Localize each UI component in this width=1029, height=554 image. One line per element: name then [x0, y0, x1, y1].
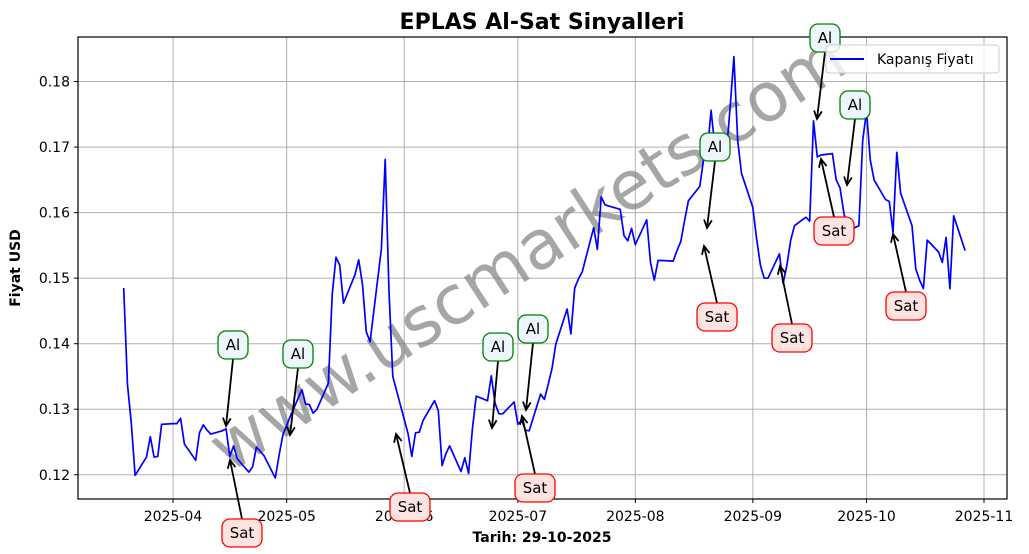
y-axis-label: Fiyat USD: [8, 229, 24, 307]
legend-box: [825, 44, 1000, 74]
buy-signal-annotation: Al: [517, 314, 549, 413]
buy-signal-annotation: Al: [699, 132, 731, 231]
arrow-line: [525, 342, 534, 411]
x-tick-label: 2025-04: [144, 509, 203, 525]
x-axis-label: Tarih: 29-10-2025: [473, 530, 612, 546]
sell-signal-annotation: Sat: [771, 263, 813, 353]
annotation-label: Sat: [822, 222, 847, 240]
annotation-box: [771, 323, 813, 353]
annotation-box: [389, 492, 431, 522]
closing-price-line: [122, 55, 966, 479]
annotation-label: Sat: [230, 524, 255, 542]
y-tick-label: 0.17: [39, 140, 70, 156]
y-tick-label: 0.12: [39, 468, 70, 484]
chart-title: EPLAS Al-Sat Sinyalleri: [400, 10, 685, 35]
arrowhead-icon: [522, 401, 532, 413]
arrow-line: [491, 360, 499, 429]
annotation-box: [699, 132, 731, 162]
legend: Kapanış Fiyatı: [825, 44, 1000, 74]
arrow-line: [289, 367, 299, 436]
y-axis-ticks: 0.12 0.13 0.14 0.15 0.16 0.17 0.18: [39, 75, 78, 484]
annotation-label: Sat: [780, 329, 805, 347]
y-tick-label: 0.15: [39, 271, 70, 287]
arrowhead-icon: [843, 176, 853, 188]
arrow-line: [816, 51, 826, 120]
y-tick-label: 0.18: [39, 75, 70, 91]
arrow-line: [892, 233, 907, 293]
arrow-line: [779, 265, 793, 325]
buy-signal-annotation: Al: [282, 339, 314, 438]
annotation-label: Sat: [705, 308, 730, 326]
annotation-label: Al: [526, 320, 540, 338]
y-tick-label: 0.13: [39, 402, 70, 418]
annotation-box: [517, 314, 549, 344]
buy-signal-annotation: Al: [482, 332, 514, 431]
annotation-label: Al: [708, 138, 722, 156]
sell-signal-annotation: Sat: [696, 243, 738, 332]
annotation-box: [696, 302, 738, 332]
x-tick-label: 2025-11: [955, 509, 1014, 525]
x-tick-label: 2025-07: [489, 509, 548, 525]
arrow-line: [229, 459, 243, 520]
annotation-label: Al: [491, 338, 505, 356]
buy-signal-annotation: Al: [839, 90, 871, 188]
arrow-line: [395, 433, 411, 494]
arrowhead-icon: [487, 419, 498, 431]
arrow-line: [846, 118, 856, 186]
arrowhead-icon: [286, 426, 296, 438]
arrowhead-icon: [890, 231, 900, 243]
x-tick-label: 2025-09: [724, 509, 783, 525]
sell-signal-annotation: Sat: [813, 156, 855, 246]
annotation-box: [282, 339, 314, 369]
annotation-box: [482, 332, 514, 362]
sell-signal-annotation: Sat: [885, 231, 927, 321]
arrowhead-icon: [703, 219, 713, 231]
arrowhead-icon: [818, 156, 828, 168]
arrowhead-icon: [393, 431, 403, 443]
annotation-label: Al: [848, 96, 862, 114]
signal-annotations: Al Sat Al Sat Al Al Sat Al Sat Sat Al Sat Al Sat: [217, 23, 927, 548]
arrowhead-icon: [813, 110, 823, 122]
sell-signal-annotation: Sat: [221, 457, 263, 548]
buy-signal-annotation: Al: [217, 330, 249, 429]
annotation-box: [221, 518, 263, 548]
annotation-label: Sat: [398, 498, 423, 516]
arrowhead-icon: [776, 263, 787, 275]
y-tick-label: 0.16: [39, 206, 70, 222]
annotation-box: [839, 90, 871, 120]
annotation-box: [813, 216, 855, 246]
buy-signal-annotation: Al: [809, 23, 841, 122]
legend-label: Kapanış Fiyatı: [877, 52, 974, 68]
annotation-label: Sat: [894, 297, 919, 315]
arrow-line: [703, 245, 718, 304]
arrow-line: [521, 415, 536, 475]
annotation-box: [217, 330, 249, 360]
x-tick-label: 2025-08: [606, 509, 665, 525]
arrowhead-icon: [222, 417, 232, 429]
annotation-box: [885, 291, 927, 321]
arrow-line: [820, 158, 835, 218]
y-tick-label: 0.14: [39, 337, 70, 353]
annotation-label: Sat: [523, 479, 548, 497]
annotation-label: Al: [818, 29, 832, 47]
arrowhead-icon: [519, 413, 529, 425]
x-tick-label: 2025-10: [837, 509, 896, 525]
arrowhead-icon: [701, 243, 711, 255]
sell-signal-annotation: Sat: [389, 431, 431, 522]
annotation-box: [514, 473, 556, 503]
arrow-line: [225, 358, 234, 427]
annotation-label: Al: [226, 336, 240, 354]
arrowhead-icon: [226, 457, 237, 469]
annotation-label: Al: [291, 345, 305, 363]
x-tick-label: 2025-05: [257, 509, 316, 525]
sell-signal-annotation: Sat: [514, 413, 556, 503]
arrow-line: [706, 160, 716, 229]
